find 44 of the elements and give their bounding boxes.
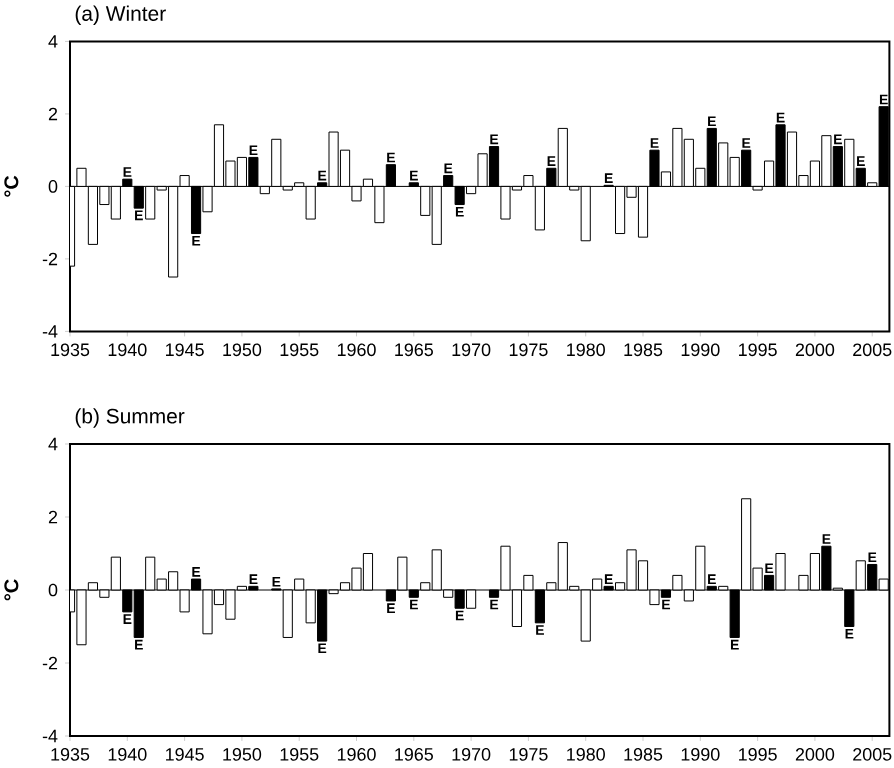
x-tick-label: 1975	[509, 748, 548, 761]
x-tick-label: 1945	[166, 748, 204, 761]
x-tick-label: 1935	[51, 343, 90, 357]
x-tick-label: 2000	[795, 343, 835, 357]
x-tick-label: 1985	[624, 343, 663, 357]
x-tick-label: 1990	[681, 343, 720, 357]
x-tick-label: 2005	[853, 748, 892, 761]
chart-title: (b) Summer	[75, 408, 185, 428]
x-tick-label: 1945	[166, 343, 204, 357]
x-tick-label: 1970	[452, 748, 491, 761]
y-axis-title: °C	[4, 175, 19, 197]
x-tick-label: 1940	[108, 748, 147, 761]
y-tick-label: 0	[48, 180, 58, 193]
y-tick-label: -2	[42, 656, 58, 670]
x-tick-label: 1950	[223, 343, 262, 357]
x-tick-label: 1955	[280, 748, 319, 761]
y-tick-label: 2	[48, 510, 58, 524]
x-tick-label: 1980	[567, 748, 605, 761]
y-tick-label: 4	[48, 35, 58, 48]
y-tick-label: 4	[48, 437, 58, 451]
x-tick-label: 2005	[853, 343, 892, 357]
y-tick-label: 2	[48, 107, 58, 121]
y-tick-label: -2	[42, 252, 58, 266]
y-tick-label: -4	[42, 729, 58, 743]
x-tick-label: 2000	[795, 748, 835, 761]
y-tick-label: 0	[48, 583, 58, 597]
x-tick-label: 1985	[624, 748, 663, 761]
x-tick-label: 1960	[337, 343, 376, 357]
x-tick-label: 1965	[395, 343, 433, 357]
x-tick-label: 1965	[395, 748, 433, 761]
x-tick-label: 1995	[739, 748, 777, 761]
x-tick-label: 1975	[509, 343, 548, 357]
x-tick-label: 1940	[108, 343, 147, 357]
y-axis-title: °C	[4, 579, 19, 601]
y-tick-label: -4	[42, 325, 58, 338]
x-tick-label: 1950	[223, 748, 262, 761]
x-tick-label: 1990	[681, 748, 720, 761]
x-tick-label: 1935	[51, 748, 90, 761]
x-tick-label: 1980	[567, 343, 605, 357]
x-tick-label: 1960	[337, 748, 376, 761]
x-tick-label: 1955	[280, 343, 319, 357]
x-tick-label: 1970	[452, 343, 491, 357]
chart-title: (a) Winter	[75, 5, 166, 26]
x-tick-label: 1995	[739, 343, 777, 357]
